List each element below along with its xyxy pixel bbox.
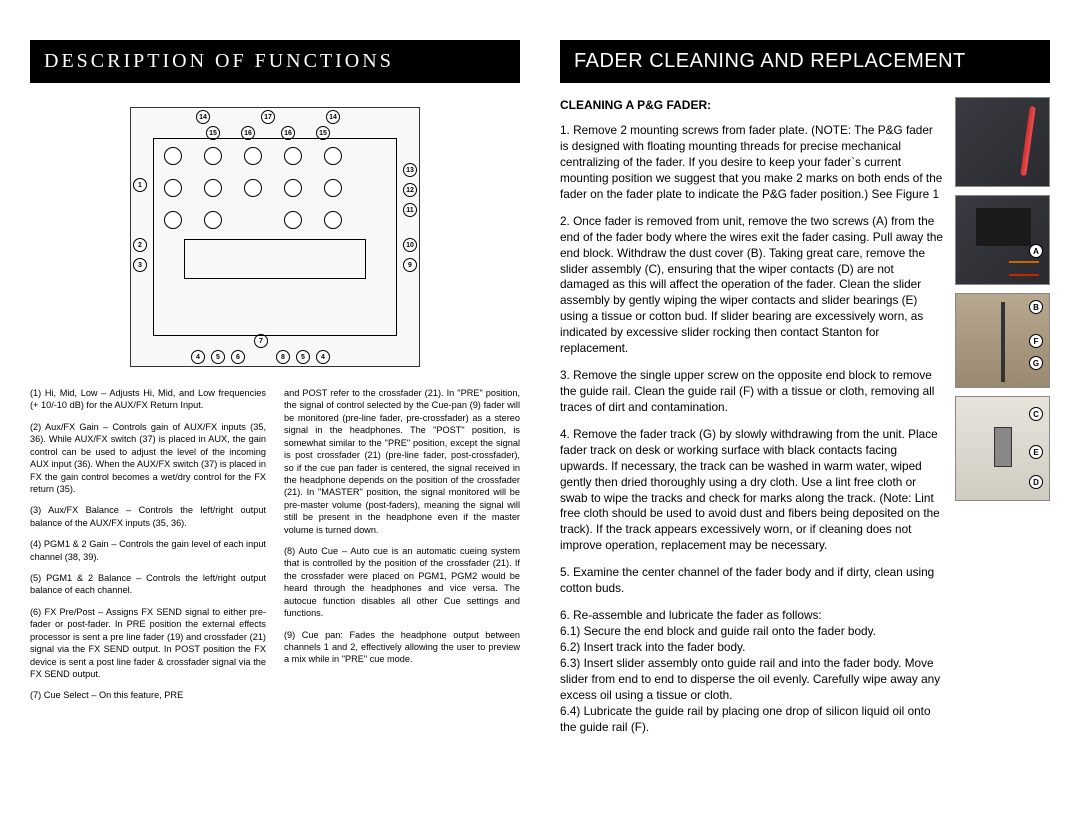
callout-3: 3 — [133, 258, 147, 272]
right-content: CLEANING A P&G FADER: 1. Remove 2 mounti… — [560, 97, 1050, 746]
desc-p5: (5) PGM1 & 2 Balance – Controls the left… — [30, 572, 266, 597]
callout-4b: 4 — [316, 350, 330, 364]
label-d: D — [1029, 475, 1043, 489]
callout-17: 17 — [261, 110, 275, 124]
callout-14b: 14 — [326, 110, 340, 124]
callout-13: 13 — [403, 163, 417, 177]
desc-col-1: (1) Hi, Mid, Low – Adjusts Hi, Mid, and … — [30, 387, 266, 702]
fader-body-icon — [976, 208, 1031, 246]
desc-p2: (2) Aux/FX Gain – Controls gain of AUX/F… — [30, 421, 266, 496]
left-header: DESCRIPTION OF FUNCTIONS — [30, 40, 520, 83]
callout-5b: 5 — [296, 350, 310, 364]
clean-p1: 1. Remove 2 mounting screws from fader p… — [560, 123, 943, 203]
callout-11: 11 — [403, 203, 417, 217]
callout-9: 9 — [403, 258, 417, 272]
slider-icon — [994, 427, 1012, 467]
callout-8: 8 — [276, 350, 290, 364]
desc-p1: (1) Hi, Mid, Low – Adjusts Hi, Mid, and … — [30, 387, 266, 412]
cleaning-text: CLEANING A P&G FADER: 1. Remove 2 mounti… — [560, 97, 943, 746]
description-text: (1) Hi, Mid, Low – Adjusts Hi, Mid, and … — [30, 387, 520, 702]
callout-4: 4 — [191, 350, 205, 364]
callout-6: 6 — [231, 350, 245, 364]
desc-p7: (7) Cue Select – On this feature, PRE — [30, 689, 266, 701]
label-b: B — [1029, 300, 1043, 314]
figure-4: C E D — [955, 396, 1050, 501]
clean-p3: 3. Remove the single upper screw on the … — [560, 368, 943, 416]
rail-icon — [1001, 302, 1005, 382]
fader-images: A B F G C E D — [955, 97, 1050, 746]
label-f: F — [1029, 334, 1043, 348]
callout-12: 12 — [403, 183, 417, 197]
label-a: A — [1029, 244, 1043, 258]
callout-5: 5 — [211, 350, 225, 364]
label-c: C — [1029, 407, 1043, 421]
callout-7: 7 — [254, 334, 268, 348]
desc-p6: (6) FX Pre/Post – Assigns FX SEND signal… — [30, 606, 266, 681]
callout-1: 1 — [133, 178, 147, 192]
left-column: DESCRIPTION OF FUNCTIONS 14 17 14 15 16 … — [30, 40, 520, 794]
callout-10: 10 — [403, 238, 417, 252]
label-e: E — [1029, 445, 1043, 459]
figure-1 — [955, 97, 1050, 187]
desc-p9: (8) Auto Cue – Auto cue is an automatic … — [284, 545, 520, 620]
desc-col-2: and POST refer to the crossfader (21). I… — [284, 387, 520, 702]
figure-3: B F G — [955, 293, 1050, 388]
clean-p5: 5. Examine the center channel of the fad… — [560, 565, 943, 597]
right-header: FADER CLEANING AND REPLACEMENT — [560, 40, 1050, 83]
clean-p6: 6. Re-assemble and lubricate the fader a… — [560, 608, 943, 735]
clean-p4: 4. Remove the fader track (G) by slowly … — [560, 427, 943, 554]
screwdriver-icon — [1020, 106, 1036, 176]
desc-p8: and POST refer to the crossfader (21). I… — [284, 387, 520, 536]
wires-icon — [1009, 261, 1039, 276]
mixer-diagram: 14 17 14 15 16 16 15 1 2 3 13 12 11 10 9… — [130, 107, 420, 367]
right-column: FADER CLEANING AND REPLACEMENT CLEANING … — [560, 40, 1050, 794]
callout-14: 14 — [196, 110, 210, 124]
desc-p10: (9) Cue pan: Fades the headphone output … — [284, 629, 520, 666]
desc-p3: (3) Aux/FX Balance – Controls the left/r… — [30, 504, 266, 529]
cleaning-subheading: CLEANING A P&G FADER: — [560, 97, 943, 113]
clean-p2: 2. Once fader is removed from unit, remo… — [560, 214, 943, 357]
diagram-panel — [153, 138, 397, 336]
callout-2: 2 — [133, 238, 147, 252]
desc-p4: (4) PGM1 & 2 Gain – Controls the gain le… — [30, 538, 266, 563]
figure-2: A — [955, 195, 1050, 285]
label-g: G — [1029, 356, 1043, 370]
